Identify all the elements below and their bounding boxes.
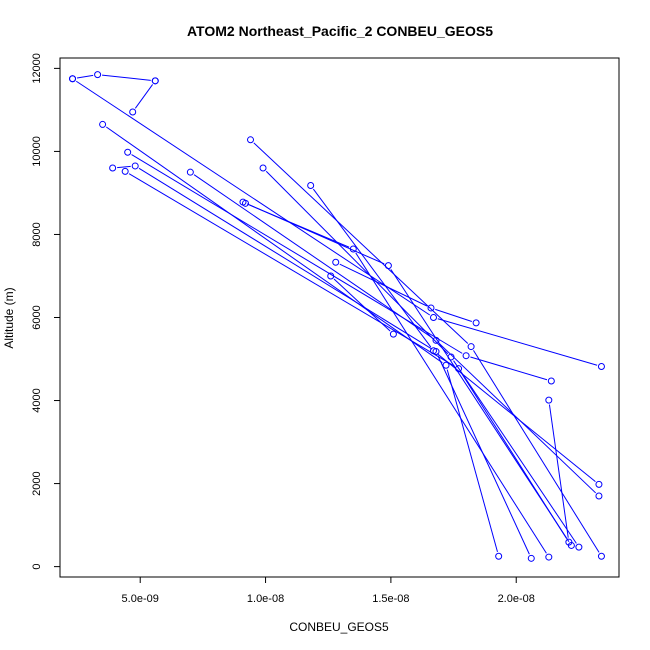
series-3-segment (76, 80, 431, 316)
series-9-point (247, 136, 255, 144)
series-4-point (99, 120, 107, 128)
series-14-segment (339, 263, 428, 307)
series-11-point (430, 347, 438, 355)
series-13-point (241, 199, 249, 207)
series-14-point (332, 258, 340, 266)
series-10-point (259, 164, 267, 172)
x-tick-label: 2.0e-08 (498, 593, 535, 605)
series-8-point (595, 492, 603, 500)
series-11-segment (436, 353, 596, 482)
series-4-point (495, 552, 503, 560)
series-6-segment (138, 167, 433, 350)
series-3-point (69, 75, 77, 83)
series-2-segment (102, 74, 151, 81)
series-9-segment (473, 350, 600, 553)
series-13-point (545, 553, 553, 561)
series-9-point (597, 552, 605, 560)
series-7-point (121, 167, 129, 175)
series-8-point (432, 336, 440, 344)
series-5-point (462, 352, 470, 360)
series-layer (69, 71, 605, 562)
x-axis-label: CONBEU_GEOS5 (289, 620, 389, 634)
series-7-segment (128, 173, 455, 367)
series-10-segment (265, 170, 449, 355)
y-tick-label: 8000 (31, 222, 43, 246)
series-4-segment (446, 369, 498, 553)
series-12-segment (390, 269, 570, 542)
series-12-point (567, 541, 575, 549)
series-4-point (442, 361, 450, 369)
y-tick-label: 2000 (31, 471, 43, 495)
series-1-segment (134, 84, 154, 109)
series-14-point (427, 304, 435, 312)
y-axis-label: Altitude (m) (2, 287, 16, 348)
y-axis: 0 2000 4000 6000 8000 10000 12000 (31, 53, 61, 570)
series-12-point (384, 262, 392, 270)
series-9-segment (253, 142, 469, 344)
series-5-point (124, 148, 132, 156)
plot-area-frame (59, 57, 620, 578)
series-8-point (186, 168, 194, 176)
series-6-point (131, 162, 139, 170)
series-1-point (129, 108, 137, 116)
series-5-segment (131, 154, 463, 354)
series-11-segment (312, 188, 432, 348)
x-tick-label: 1.5e-08 (372, 593, 409, 605)
series-13-segment (249, 204, 350, 248)
series-2-point (151, 77, 159, 85)
series-7-point (545, 396, 553, 404)
series-9-point (467, 343, 475, 351)
series-6-segment (117, 165, 131, 169)
series-15-point (327, 272, 335, 280)
series-2-point (94, 71, 102, 79)
series-6-point (527, 554, 535, 562)
y-tick-label: 6000 (31, 305, 43, 329)
series-13-point (349, 245, 357, 253)
x-tick-label: 5.0e-09 (122, 593, 159, 605)
series-11-point (307, 181, 315, 189)
x-tick-label: 1.0e-08 (247, 593, 284, 605)
x-axis: 5.0e-09 1.0e-08 1.5e-08 2.0e-08 (122, 576, 535, 605)
series-11-point (595, 480, 603, 488)
series-10-segment (453, 360, 577, 544)
series-4-segment (106, 126, 443, 364)
y-tick-label: 10000 (31, 136, 43, 167)
series-15-segment (333, 278, 391, 332)
series-2-segment (76, 74, 94, 79)
series-5-segment (470, 356, 548, 381)
series-10-point (575, 543, 583, 551)
series-5-point (547, 377, 555, 385)
series-7-segment (548, 404, 569, 538)
series-13-segment (355, 252, 547, 554)
y-tick-label: 0 (31, 564, 43, 570)
series-3-point (597, 362, 605, 370)
y-tick-label: 12000 (31, 53, 43, 84)
y-tick-label: 4000 (31, 388, 43, 412)
series-3-segment (437, 318, 598, 366)
series-6-point (109, 164, 117, 172)
series-14-point (472, 319, 480, 327)
series-14-segment (435, 308, 473, 322)
series-3-point (430, 314, 438, 321)
series-15-point (389, 330, 397, 338)
chart-title: ATOM2 Northeast_Pacific_2 CONBEU_GEOS5 (187, 23, 493, 39)
